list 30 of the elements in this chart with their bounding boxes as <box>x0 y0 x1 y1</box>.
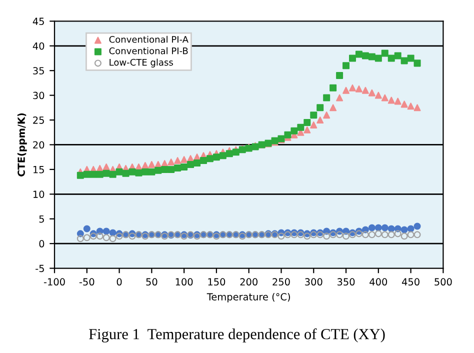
y-tick-label: 0 <box>39 240 44 248</box>
x-tick-label: 350 <box>337 278 355 286</box>
x-tick-label: 100 <box>176 278 193 286</box>
x-tick-label: 150 <box>208 278 226 286</box>
y-tick-label: 10 <box>33 190 44 198</box>
legend-label: Conventional PI-A <box>109 36 188 43</box>
x-tick-label: 250 <box>272 278 290 286</box>
y-tick-label: 25 <box>33 116 44 124</box>
x-tick-label: -100 <box>44 278 65 286</box>
caption: Figure 1 Temperature dependence of CTE (XY) <box>88 328 385 342</box>
x-tick-label: -50 <box>79 278 94 286</box>
x-tick-label: 50 <box>146 278 158 286</box>
y-tick-label: 5 <box>39 215 44 223</box>
legend-label: Low-CTE glass <box>110 58 173 68</box>
y-tick-label: -5 <box>36 264 44 272</box>
y-axis-title: CTE(ppm/K) <box>17 113 27 176</box>
legend-label: Conventional PI-B <box>109 47 188 54</box>
y-tick-label: 15 <box>33 166 44 174</box>
y-tick-label: 45 <box>32 18 44 26</box>
x-tick-label: 400 <box>370 278 388 286</box>
x-axis-title: Temperature (°C) <box>206 292 290 302</box>
y-tick-label: 35 <box>33 67 44 74</box>
x-tick-label: 500 <box>434 278 452 286</box>
x-tick-label: 0 <box>116 278 122 286</box>
y-tick-label: 30 <box>33 92 44 100</box>
y-tick-label: 40 <box>32 42 44 50</box>
y-tick-label: 20 <box>33 141 44 149</box>
x-tick-label: 300 <box>305 278 322 286</box>
x-tick-label: 200 <box>240 278 258 286</box>
x-tick-label: 450 <box>402 278 420 286</box>
